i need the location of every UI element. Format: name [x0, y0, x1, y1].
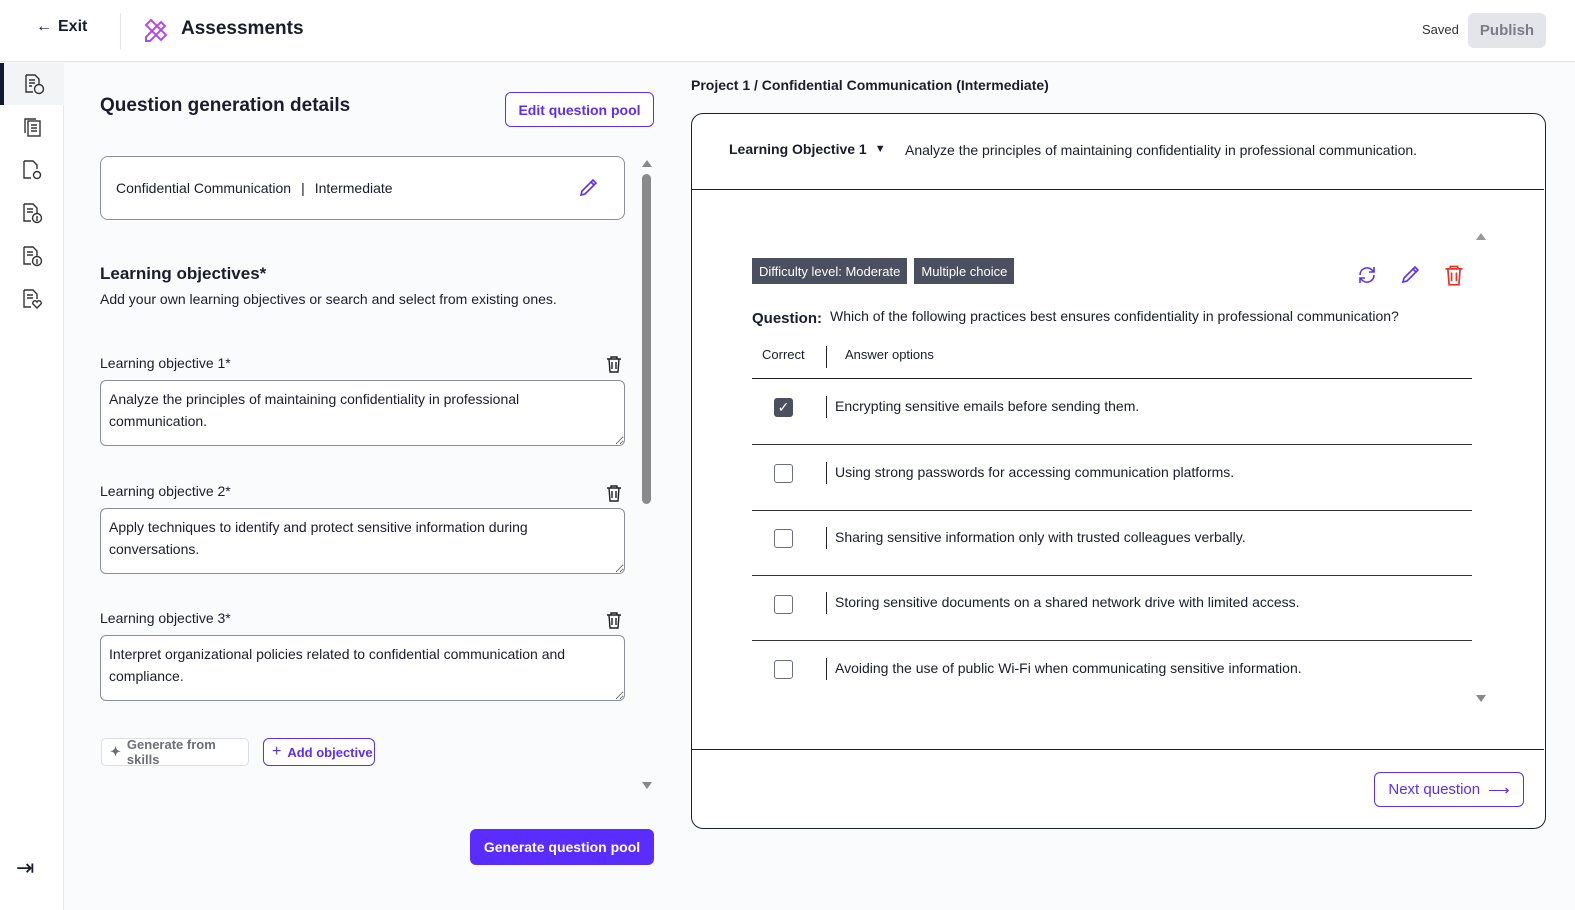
- trash-icon[interactable]: [605, 484, 623, 502]
- collapse-sidebar-icon[interactable]: ⇥: [16, 855, 35, 880]
- divider: [692, 749, 1544, 750]
- arrow-right-icon: ⟶: [1488, 781, 1510, 799]
- sidebar: ⇥: [0, 63, 64, 910]
- arrow-left-icon: ←: [36, 18, 52, 35]
- question-text: Which of the following practices best en…: [830, 308, 1399, 324]
- regenerate-icon[interactable]: [1356, 264, 1378, 286]
- objective-label: Learning objective 2*: [100, 483, 231, 499]
- publish-button[interactable]: Publish: [1468, 13, 1546, 48]
- objective-dropdown[interactable]: Learning Objective 1 ▼: [729, 141, 886, 157]
- assessment-logo-icon: [144, 18, 168, 42]
- scroll-up-arrow[interactable]: [642, 160, 652, 167]
- objective-input[interactable]: Apply techniques to identify and protect…: [100, 508, 625, 574]
- caret-down-icon: ▼: [874, 143, 886, 155]
- scroll-up-arrow[interactable]: [1476, 233, 1486, 240]
- next-question-button[interactable]: Next question ⟶: [1374, 772, 1524, 807]
- correct-checkbox[interactable]: [774, 464, 793, 483]
- left-scrollbar-thumb[interactable]: [642, 174, 651, 504]
- section-title: Question generation details: [100, 95, 351, 116]
- topic-card: Confidential Communication | Intermediate: [100, 156, 625, 220]
- edit-question-pool-button[interactable]: Edit question pool: [505, 92, 654, 127]
- settings-doc-icon: [23, 160, 42, 180]
- scroll-down-arrow[interactable]: [1476, 695, 1486, 702]
- sidebar-item-info[interactable]: [0, 192, 64, 234]
- correct-checkbox[interactable]: [774, 660, 793, 679]
- correct-checkbox[interactable]: ✓: [774, 398, 793, 417]
- answer-option[interactable]: Using strong passwords for accessing com…: [826, 462, 1234, 484]
- sidebar-item-settings[interactable]: [0, 149, 64, 191]
- objective-input[interactable]: Interpret organizational policies relate…: [100, 635, 625, 701]
- save-status: Saved: [1422, 22, 1459, 37]
- plus-icon: +: [272, 743, 282, 760]
- heart-doc-icon: [23, 289, 42, 309]
- learning-objectives-subtitle: Add your own learning objectives or sear…: [100, 291, 557, 307]
- learning-objectives-title: Learning objectives*: [100, 264, 267, 283]
- breadcrumb: Project 1 / Confidential Communication (…: [691, 77, 1049, 93]
- correct-checkbox[interactable]: [774, 595, 793, 614]
- difficulty-tag: Difficulty level: Moderate: [752, 258, 908, 284]
- delete-trash-icon[interactable]: [1443, 264, 1465, 286]
- sparkle-icon: ✦: [110, 744, 121, 759]
- column-answer-options: Answer options: [826, 346, 934, 368]
- edit-pencil-icon[interactable]: [577, 177, 599, 199]
- question-label: Question:: [752, 310, 822, 327]
- question-tags: Difficulty level: Moderate Multiple choi…: [752, 258, 1015, 284]
- app-title: Assessments: [181, 18, 304, 39]
- correct-checkbox[interactable]: [774, 529, 793, 548]
- generate-from-skills-button[interactable]: ✦ Generate from skills: [101, 737, 249, 767]
- question-doc-icon: [25, 74, 45, 95]
- question-pool-icon: [24, 118, 41, 137]
- trash-icon[interactable]: [605, 611, 623, 629]
- divider: [752, 378, 1472, 379]
- trash-icon[interactable]: [605, 355, 623, 373]
- answer-option[interactable]: Encrypting sensitive emails before sendi…: [826, 396, 1139, 418]
- divider: [752, 444, 1472, 445]
- answer-option[interactable]: Storing sensitive documents on a shared …: [826, 592, 1300, 614]
- sidebar-item-favorite[interactable]: [0, 278, 64, 320]
- objective-text: Analyze the principles of maintaining co…: [905, 142, 1418, 158]
- objective-label: Learning objective 1*: [100, 355, 231, 371]
- divider: [692, 189, 1544, 190]
- divider: [752, 575, 1472, 576]
- divider: [120, 13, 121, 49]
- column-correct: Correct: [762, 347, 805, 362]
- type-tag: Multiple choice: [914, 258, 1015, 284]
- sidebar-item-question-generation[interactable]: [0, 63, 64, 105]
- answer-option[interactable]: Sharing sensitive information only with …: [826, 527, 1246, 549]
- sidebar-item-info-2[interactable]: [0, 235, 64, 277]
- top-header: ← Exit Assessments Saved Publish: [0, 0, 1575, 62]
- sidebar-item-question-pool[interactable]: [0, 106, 64, 148]
- answer-option[interactable]: Avoiding the use of public Wi-Fi when co…: [826, 658, 1302, 680]
- add-objective-button[interactable]: + Add objective: [263, 738, 375, 766]
- edit-pencil-icon[interactable]: [1399, 264, 1421, 286]
- generate-question-pool-button[interactable]: Generate question pool: [470, 829, 654, 865]
- question-card: Learning Objective 1 ▼ Analyze the princi…: [691, 113, 1546, 829]
- divider: [752, 510, 1472, 511]
- objective-input[interactable]: Analyze the principles of maintaining co…: [100, 380, 625, 446]
- scroll-down-arrow[interactable]: [642, 782, 652, 789]
- objective-label: Learning objective 3*: [100, 610, 231, 626]
- exit-button[interactable]: ← Exit: [36, 18, 88, 35]
- divider: [752, 640, 1472, 641]
- info-doc-icon: [23, 203, 43, 224]
- info-doc-icon: [23, 246, 43, 267]
